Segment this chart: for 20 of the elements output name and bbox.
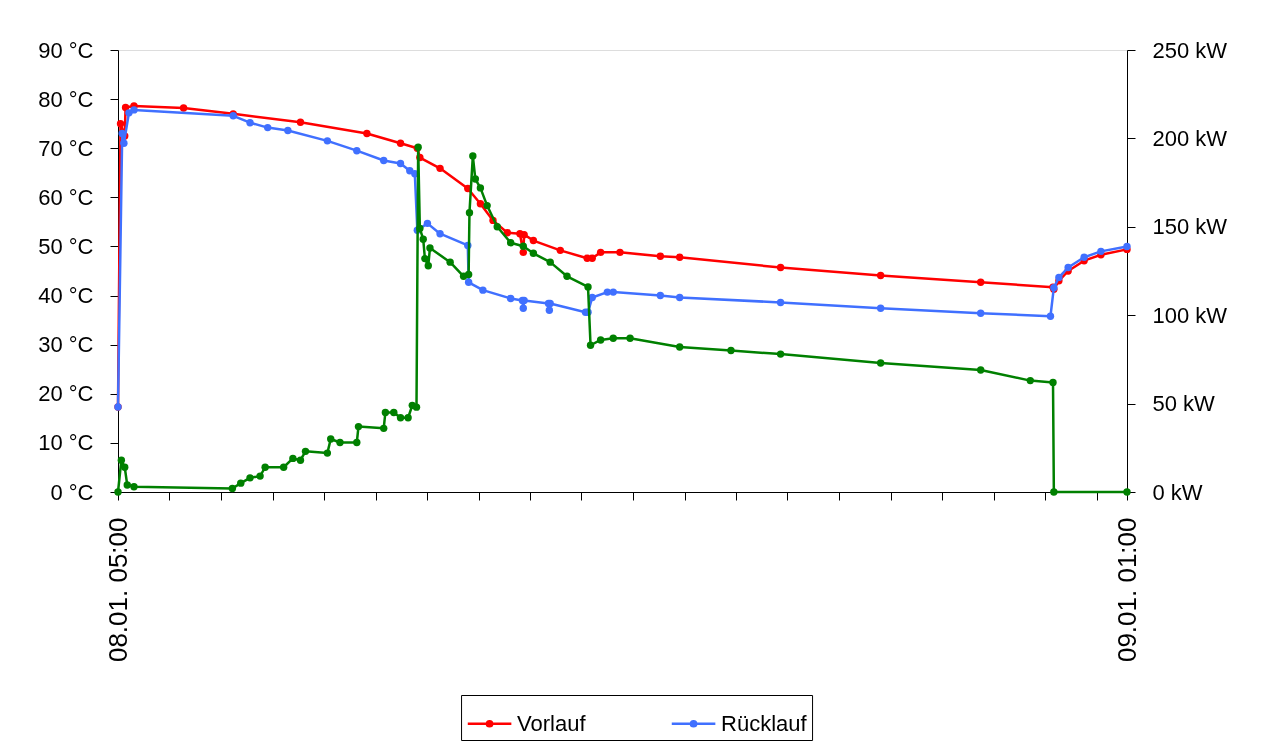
y-tick-label: 80 °C bbox=[38, 86, 94, 112]
legend-label: Vorlauf bbox=[517, 710, 587, 736]
y-tick-label: 0 °C bbox=[50, 479, 94, 505]
y-tick-label: 10 °C bbox=[38, 430, 94, 456]
y-tick-label: 20 °C bbox=[38, 381, 94, 407]
y-tick-label: 90 °C bbox=[38, 37, 94, 63]
y2-tick-label: 150 kW bbox=[1152, 214, 1228, 240]
y2-tick-label: 50 kW bbox=[1152, 391, 1216, 417]
y-tick-label: 50 °C bbox=[38, 233, 94, 259]
y-tick-label: 70 °C bbox=[38, 135, 94, 161]
legend-label: Rücklauf bbox=[721, 710, 808, 736]
y2-tick-label: 250 kW bbox=[1152, 37, 1228, 63]
y2-tick-label: 100 kW bbox=[1152, 302, 1228, 328]
y2-tick-label: 200 kW bbox=[1152, 125, 1228, 151]
y-tick-label: 40 °C bbox=[38, 283, 94, 309]
x-tick-label: 08.01. 05:00 bbox=[102, 517, 133, 663]
x-tick-label: 09.01. 01:00 bbox=[1111, 517, 1142, 663]
y2-tick-label: 0 kW bbox=[1152, 479, 1203, 505]
y-tick-label: 60 °C bbox=[38, 184, 94, 210]
y-tick-label: 30 °C bbox=[38, 332, 94, 358]
